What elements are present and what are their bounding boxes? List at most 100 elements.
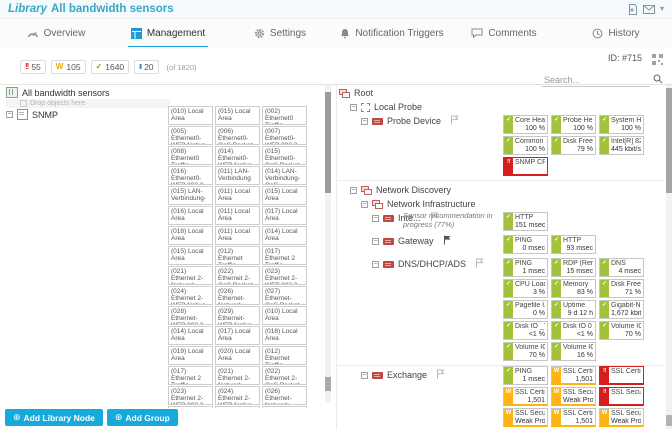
- tab-notification-triggers[interactable]: Notification Triggers: [336, 19, 448, 47]
- sensor-box-volume-io[interactable]: ✓Volume IO ...70 %: [503, 342, 548, 361]
- flag-icon[interactable]: [436, 369, 446, 381]
- library-grid-item[interactable]: (017) Ethernet 2 Traffic: [168, 366, 213, 385]
- sensor-box-disk-free[interactable]: ✓ Disk Free 71 %: [599, 279, 644, 298]
- right-scrollbar-nub[interactable]: [666, 415, 672, 426]
- library-grid-item[interactable]: (021) Ethernet 2-Network: [168, 266, 213, 285]
- tree-node-local-probe[interactable]: − Local Probe: [337, 101, 664, 113]
- library-grid-item[interactable]: (023) Ethernet 2-WFP 802.3: [262, 266, 307, 285]
- library-grid-item[interactable]: (011) Local Area: [215, 226, 260, 245]
- sensor-box-http[interactable]: ✓ HTTP 151 msec: [503, 212, 548, 231]
- library-grid-item[interactable]: (014) LAN-Verbindung-QoS: [262, 166, 307, 185]
- sensor-box-rdp-rem[interactable]: ✓RDP (Rem...15 msec: [551, 258, 596, 277]
- tree-node-dns-dhcp-ads[interactable]: − DNS/DHCP/ADS: [337, 258, 664, 270]
- library-grid-item[interactable]: (002) Ethernet0 Traffic: [262, 106, 307, 125]
- search-input[interactable]: [542, 74, 650, 87]
- library-grid-item[interactable]: (023) Ethernet 2-WFP 802.3: [168, 386, 213, 405]
- library-grid-item[interactable]: (029) Ethernet-WFP Native: [262, 406, 307, 408]
- sensor-box-ssl-securi[interactable]: !!SSL Securi...: [599, 387, 644, 406]
- flag-icon[interactable]: [430, 212, 440, 224]
- library-grid-item[interactable]: (008) Ethernet0 Traffic: [168, 146, 213, 165]
- status-badge-paused[interactable]: II 20: [134, 60, 159, 74]
- sensor-box-http[interactable]: ✓ HTTP 93 msec: [551, 235, 596, 254]
- right-scrollbar-thumb[interactable]: [666, 88, 672, 193]
- library-grid-item[interactable]: (027) Ethernet-QoS Packet: [262, 286, 307, 305]
- tab-comments[interactable]: Comments: [448, 19, 560, 47]
- library-grid-item[interactable]: (021) Ethernet 2-Network: [215, 366, 260, 385]
- flag-icon[interactable]: [443, 235, 453, 247]
- sensor-box-volume-io[interactable]: ✓Volume IO ...70 %: [599, 321, 644, 340]
- library-grid-item[interactable]: (017) Ethernet 2 Traffic: [262, 246, 307, 265]
- sensor-box-disk-io-to[interactable]: ✓Disk IO _To...<1 %: [503, 321, 548, 340]
- library-root-node[interactable]: All bandwidth sensors: [6, 87, 166, 98]
- library-grid-item[interactable]: (020) Local Area: [215, 346, 260, 365]
- library-grid-item[interactable]: (015) Local Area: [262, 186, 307, 205]
- add-library-node-button[interactable]: ⊕ Add Library Node: [5, 409, 103, 426]
- sensor-box-pagefile-us[interactable]: ✓Pagefile Us...0 %: [503, 300, 548, 319]
- collapse-toggle[interactable]: −: [350, 103, 357, 111]
- left-scrollbar-track[interactable]: [325, 85, 331, 403]
- caret-down-icon[interactable]: ▾: [659, 4, 664, 13]
- collapse-toggle[interactable]: −: [350, 186, 357, 194]
- collapse-toggle[interactable]: −: [372, 214, 379, 222]
- library-grid-item[interactable]: (006) Ethernet0-QoS Packet: [215, 126, 260, 145]
- collapse-toggle[interactable]: −: [361, 117, 368, 125]
- new-document-icon[interactable]: [628, 3, 638, 15]
- library-grid-item[interactable]: (018) Local Area: [168, 226, 213, 245]
- library-grid-item[interactable]: (015) LAN-Verbindung-: [168, 186, 213, 205]
- collapse-toggle[interactable]: −: [361, 371, 368, 379]
- library-node-snmp[interactable]: − SNMP: [6, 109, 166, 120]
- library-grid-item[interactable]: (010) Local Area: [262, 306, 307, 325]
- library-grid-item[interactable]: (026) Ethernet-Network: [262, 386, 307, 405]
- sensor-box-snmp-cpu[interactable]: !!SNMP CPU...: [503, 157, 548, 176]
- library-grid-item[interactable]: (015) Local Area: [168, 246, 213, 265]
- tab-settings[interactable]: Settings: [224, 19, 336, 47]
- sensor-box-system-he[interactable]: ✓System He...100 %: [599, 115, 644, 134]
- sensor-box-probe-heal[interactable]: ✓Probe Heal...100 %: [551, 115, 596, 134]
- library-grid-item[interactable]: (014) Local Area: [168, 326, 213, 345]
- sensor-box-disk-free[interactable]: ✓ Disk Free 79 %: [551, 136, 596, 155]
- library-grid-item[interactable]: (016) Local Area: [168, 206, 213, 225]
- left-scrollbar-nub[interactable]: [325, 377, 331, 391]
- library-grid-item[interactable]: (005) Ethernet0-WFP Native: [168, 126, 213, 145]
- collapse-toggle[interactable]: −: [372, 260, 379, 268]
- library-grid-item[interactable]: (024) Ethernet 2-WFP Native: [215, 386, 260, 405]
- sensor-box-ssl-certifi[interactable]: !!SSL Certifi...: [599, 366, 644, 385]
- status-badge-up[interactable]: ✓ 1640: [90, 60, 130, 74]
- flag-icon[interactable]: [450, 115, 460, 127]
- library-grid-item[interactable]: (018) Local Area: [262, 326, 307, 345]
- sensor-box-common-s[interactable]: ✓Common S...100 %: [503, 136, 548, 155]
- library-grid-item[interactable]: (028) Ethernet-WFP 802.3: [215, 406, 260, 408]
- library-grid-item[interactable]: (011) Local Area: [215, 186, 260, 205]
- library-grid-item[interactable]: (029) Ethernet-WFP Native: [215, 306, 260, 325]
- collapse-toggle[interactable]: −: [372, 237, 379, 245]
- sensor-box-intel-r-825[interactable]: ✓Intel[R] 825...445 kbit/s: [599, 136, 644, 155]
- library-grid-item[interactable]: (010) Local Area: [168, 106, 213, 125]
- sensor-box-ping[interactable]: ✓ PING 1 msec: [503, 258, 548, 277]
- add-group-button[interactable]: ⊕ Add Group: [106, 409, 178, 426]
- tree-node-network-discovery[interactable]: − Network Discovery: [337, 184, 664, 196]
- sensor-box-core-health[interactable]: ✓Core Health100 %: [503, 115, 548, 134]
- flag-icon[interactable]: [475, 258, 485, 270]
- left-scrollbar-thumb[interactable]: [325, 92, 331, 193]
- search-icon[interactable]: [653, 71, 663, 89]
- tree-node-root[interactable]: Root: [337, 87, 664, 99]
- library-grid-item[interactable]: (022) Ethernet 2-QoS Packet: [215, 266, 260, 285]
- library-grid-item[interactable]: (017) Local Area: [215, 326, 260, 345]
- library-grid-item[interactable]: (012) Ethernet Traffic: [215, 246, 260, 265]
- library-grid-item[interactable]: (019) Local Area: [168, 346, 213, 365]
- library-grid-item[interactable]: (011) Local Area: [215, 206, 260, 225]
- library-grid-item[interactable]: (012) Ethernet Traffic: [262, 346, 307, 365]
- library-grid-item[interactable]: (007) Ethernet0-WFP 802.3: [262, 126, 307, 145]
- sensor-box-uptime[interactable]: ✓ Uptime 9 d 12 h: [551, 300, 596, 319]
- library-grid-item[interactable]: (017) Local Area: [262, 206, 307, 225]
- library-grid-item[interactable]: (016) Ethernet0-WFP 802.3: [168, 166, 213, 185]
- library-grid-item[interactable]: (028) Ethernet-WFP 802.3: [168, 306, 213, 325]
- collapse-toggle[interactable]: −: [361, 200, 368, 208]
- library-grid-item[interactable]: (014) Local Area: [262, 226, 307, 245]
- status-badge-down[interactable]: !! 55: [20, 60, 46, 74]
